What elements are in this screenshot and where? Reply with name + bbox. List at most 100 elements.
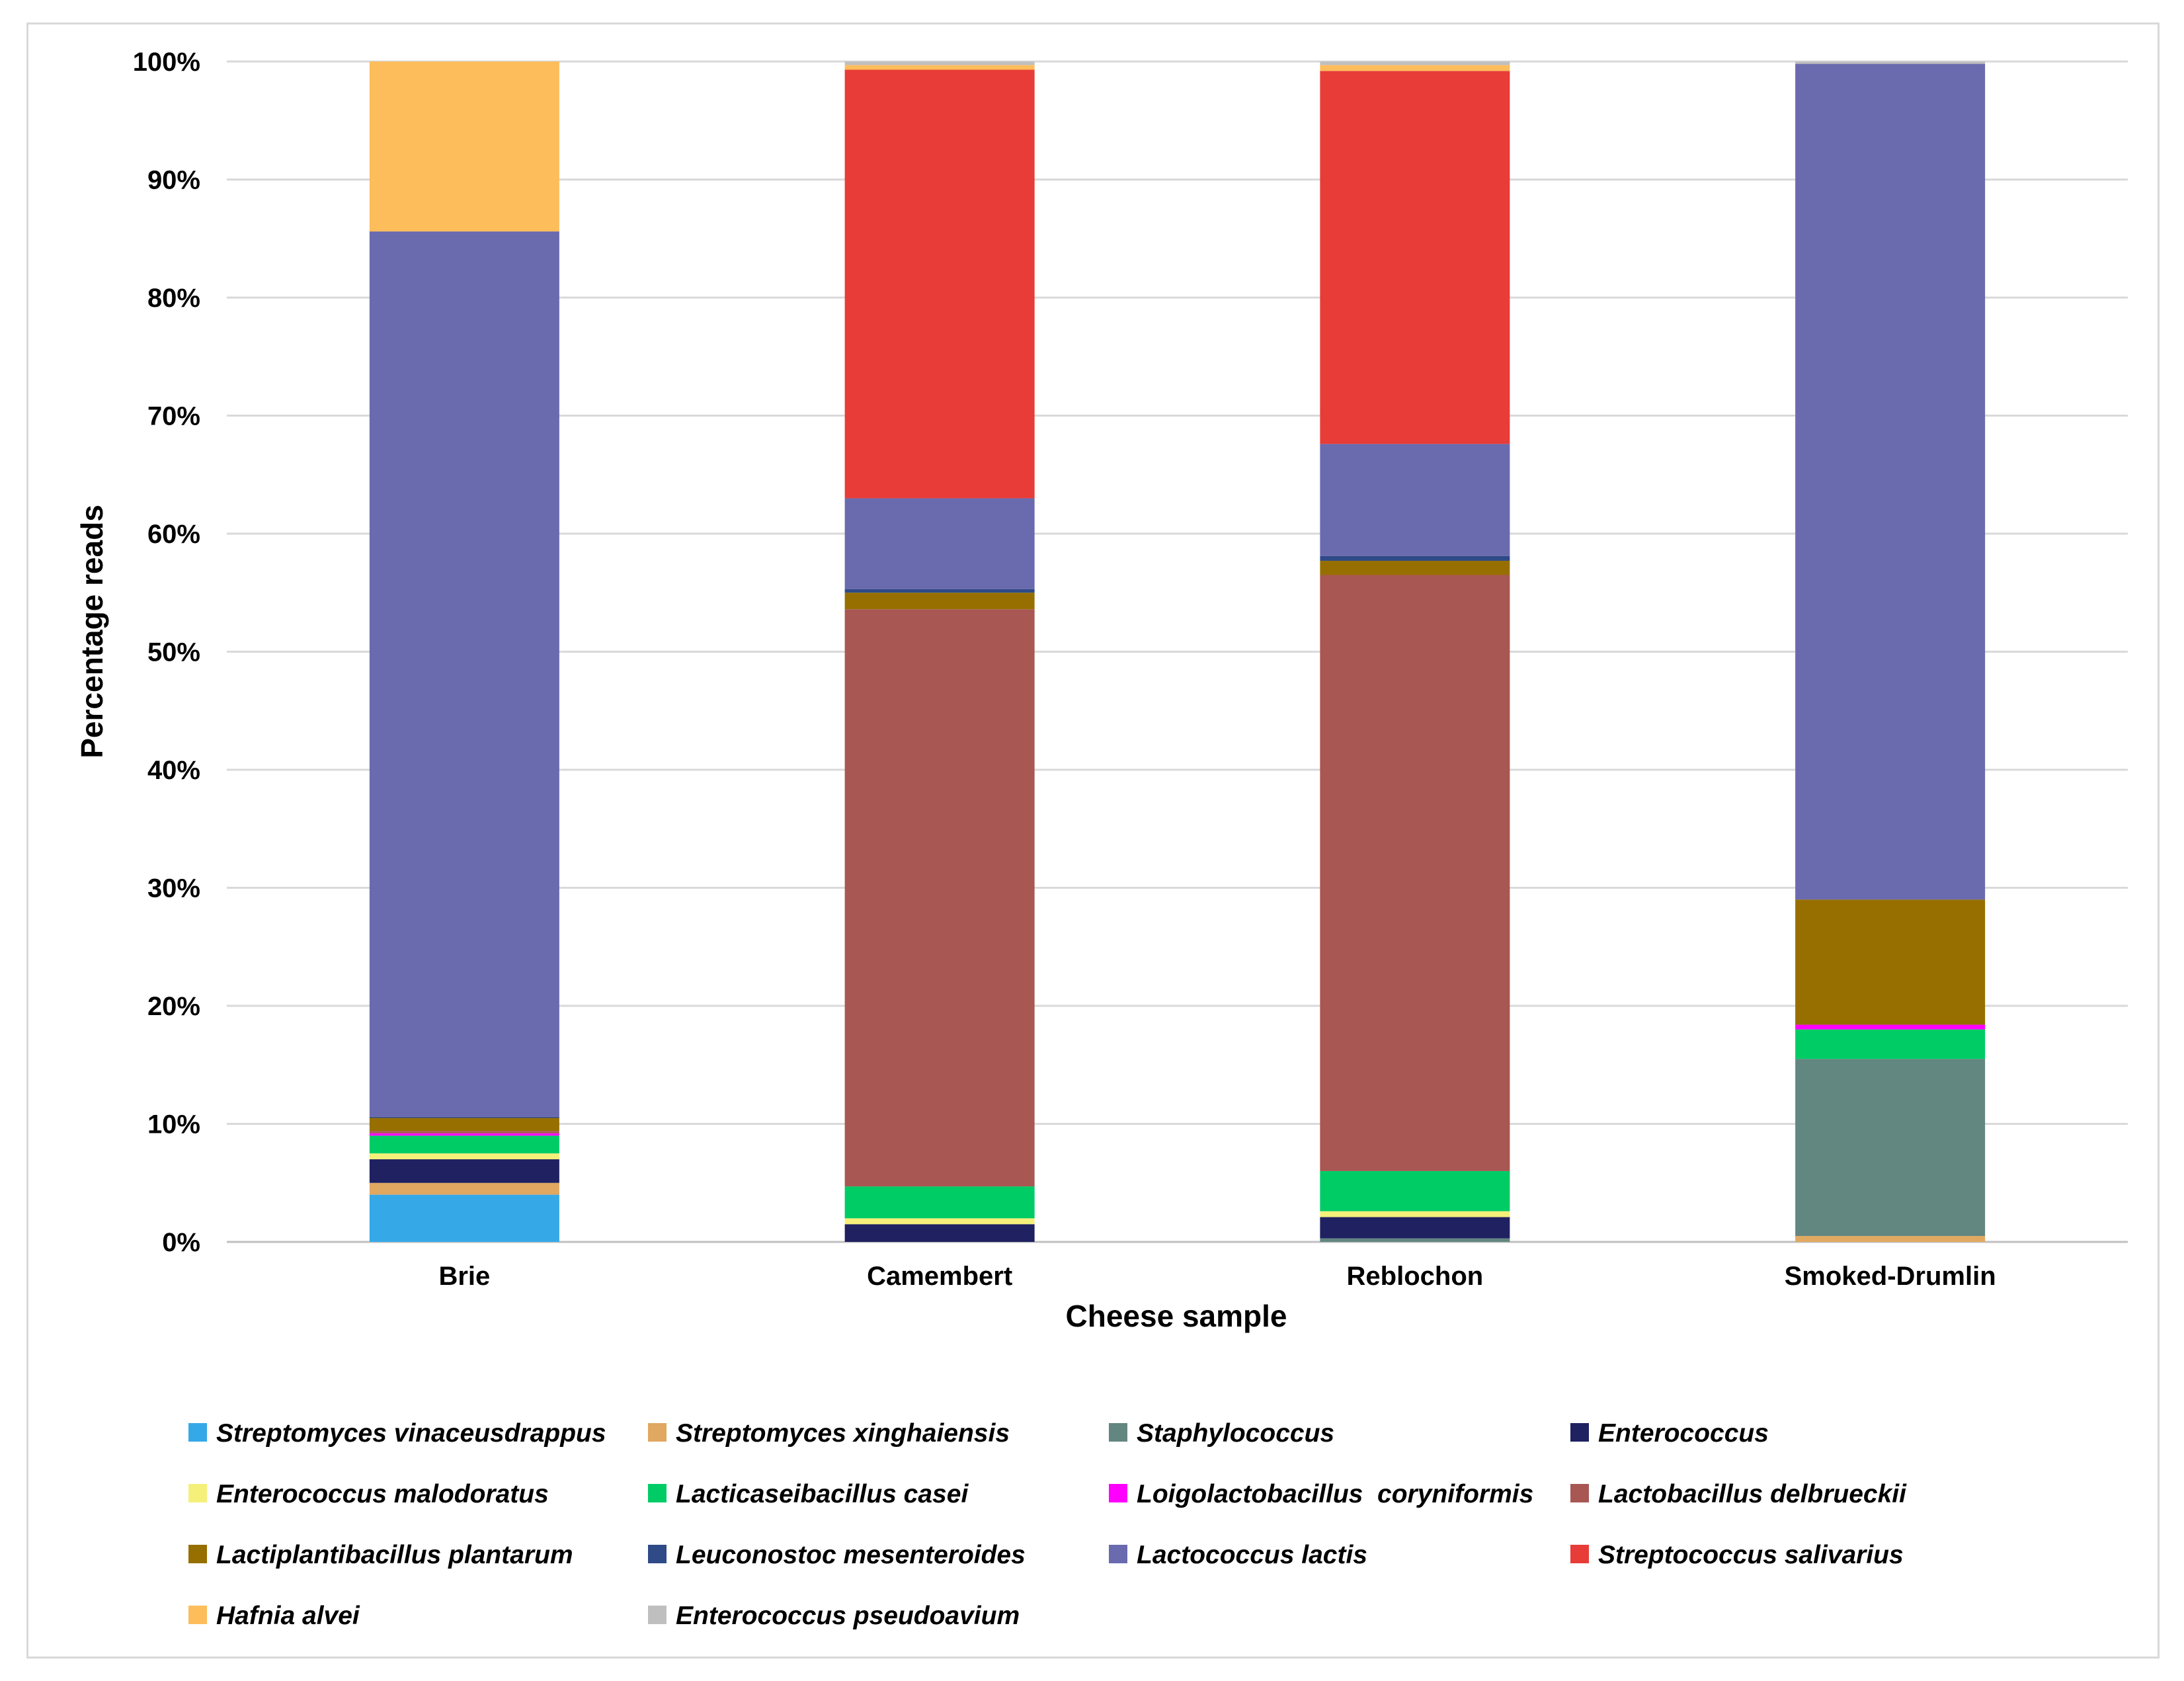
legend-item: Lactiplantibacillus plantarum bbox=[188, 1541, 573, 1569]
legend-item: Streptococcus salivarius bbox=[1570, 1541, 1904, 1569]
y-axis-title: Percentage reads bbox=[75, 505, 109, 758]
legend-item: Leuconostoc mesenteroides bbox=[648, 1541, 1026, 1569]
bar-segment bbox=[1795, 1059, 1986, 1237]
bar-segment bbox=[1320, 1217, 1510, 1239]
x-tick-label: Reblochon bbox=[1347, 1262, 1484, 1291]
bar-segment bbox=[844, 609, 1035, 1187]
bar-segment bbox=[1795, 899, 1986, 1025]
y-tick-label: 0% bbox=[162, 1228, 200, 1257]
bar-segment bbox=[369, 1118, 559, 1131]
y-tick-label: 10% bbox=[147, 1110, 200, 1139]
bar-segment bbox=[844, 1224, 1035, 1242]
bar-segment bbox=[369, 1133, 559, 1136]
y-tick-label: 30% bbox=[147, 874, 200, 903]
legend-item: Hafnia alvei bbox=[188, 1602, 360, 1630]
legend-label: Streptomyces vinaceusdrappus bbox=[216, 1419, 606, 1448]
legend-swatch bbox=[648, 1606, 667, 1624]
bar-segment bbox=[844, 69, 1035, 499]
bar-stack-camembert bbox=[844, 62, 1035, 1242]
bar-segment bbox=[369, 1116, 559, 1118]
legend-label: Enterococcus bbox=[1598, 1419, 1769, 1448]
legend-label: Lacticaseibacillus casei bbox=[676, 1480, 969, 1508]
legend-label: Enterococcus pseudoavium bbox=[676, 1602, 1020, 1630]
bar-segment bbox=[369, 1135, 559, 1154]
bar-segment bbox=[1795, 63, 1986, 900]
bar-segment bbox=[369, 1194, 559, 1242]
bar-segment bbox=[844, 498, 1035, 589]
bar-segment bbox=[1320, 71, 1510, 444]
bar-stack-reblochon bbox=[1320, 62, 1510, 1242]
bar-segment bbox=[369, 231, 559, 1117]
legend-swatch bbox=[648, 1545, 667, 1563]
legend-label: Streptococcus salivarius bbox=[1598, 1541, 1904, 1569]
legend-item: Lacticaseibacillus casei bbox=[648, 1480, 969, 1508]
bar-segment bbox=[1320, 65, 1510, 71]
y-tick-label: 80% bbox=[147, 284, 200, 313]
bar-segment bbox=[369, 1153, 559, 1160]
y-tick-label: 40% bbox=[147, 756, 200, 785]
legend-item: Enterococcus bbox=[1570, 1419, 1769, 1448]
bar-segment bbox=[1320, 555, 1510, 561]
chart-frame: 0% 10% 20% 30% 40% 50% 60% 70% 80% 90% 100% Brie Ca… bbox=[26, 22, 2160, 1659]
bar-segment bbox=[1320, 1238, 1510, 1242]
x-axis-title: Cheese sample bbox=[1066, 1299, 1287, 1333]
legend-label: Loigolactobacillus coryniformis bbox=[1137, 1480, 1533, 1508]
legend-swatch bbox=[1570, 1545, 1589, 1563]
bar-segment bbox=[369, 1131, 559, 1133]
bar-segment bbox=[1320, 62, 1510, 65]
legend-label: Streptomyces xinghaiensis bbox=[676, 1419, 1010, 1448]
legend-swatch bbox=[1109, 1484, 1127, 1502]
y-axis-ticks: 0% 10% 20% 30% 40% 50% 60% 70% 80% 90% 100% bbox=[133, 48, 200, 1257]
x-tick-label: Camembert bbox=[867, 1262, 1012, 1291]
bar-segment bbox=[844, 62, 1035, 65]
legend-label: Lactococcus lactis bbox=[1137, 1541, 1367, 1569]
bar-segment bbox=[1795, 62, 1986, 64]
x-tick-label: Smoked-Drumlin bbox=[1785, 1262, 1996, 1291]
y-tick-label: 90% bbox=[147, 166, 200, 195]
bar-segment bbox=[1795, 1029, 1986, 1059]
legend-swatch bbox=[1570, 1423, 1589, 1442]
x-tick-label: Brie bbox=[438, 1262, 490, 1291]
legend-swatch bbox=[1109, 1545, 1127, 1563]
bar-segment bbox=[369, 62, 559, 232]
bar-segment bbox=[1320, 1170, 1510, 1211]
y-tick-label: 60% bbox=[147, 520, 200, 549]
legend-item: Lactobacillus delbrueckii bbox=[1570, 1480, 1907, 1508]
bar-segment bbox=[844, 593, 1035, 610]
bars bbox=[369, 62, 1986, 1242]
y-tick-label: 50% bbox=[147, 638, 200, 667]
bar-segment bbox=[1795, 1024, 1986, 1030]
legend-label: Leuconostoc mesenteroides bbox=[676, 1541, 1026, 1569]
legend-item: Streptomyces xinghaiensis bbox=[648, 1419, 1010, 1448]
legend-label: Staphylococcus bbox=[1137, 1419, 1334, 1448]
legend-item: Staphylococcus bbox=[1109, 1419, 1334, 1448]
legend-label: Lactiplantibacillus plantarum bbox=[216, 1541, 573, 1569]
legend-label: Enterococcus malodoratus bbox=[216, 1480, 549, 1508]
bar-stack-smoked-drumlin bbox=[1795, 62, 1986, 1242]
legend-swatch bbox=[648, 1423, 667, 1442]
bar-segment bbox=[844, 1218, 1035, 1225]
chart-svg: 0% 10% 20% 30% 40% 50% 60% 70% 80% 90% 100% Brie Ca… bbox=[75, 48, 2128, 1630]
bar-segment bbox=[369, 1182, 559, 1195]
legend-swatch bbox=[188, 1484, 207, 1502]
y-tick-label: 20% bbox=[147, 992, 200, 1021]
legend-item: Lactococcus lactis bbox=[1109, 1541, 1367, 1569]
bar-segment bbox=[844, 65, 1035, 70]
legend-swatch bbox=[188, 1545, 207, 1563]
legend-swatch bbox=[1570, 1484, 1589, 1502]
bar-segment bbox=[1795, 1236, 1986, 1242]
legend-label: Hafnia alvei bbox=[216, 1602, 360, 1630]
y-tick-label: 70% bbox=[147, 402, 200, 431]
legend-swatch bbox=[188, 1423, 207, 1442]
legend-swatch bbox=[188, 1606, 207, 1624]
bar-segment bbox=[844, 589, 1035, 593]
bar-segment bbox=[1320, 561, 1510, 575]
legend-item: Loigolactobacillus coryniformis bbox=[1109, 1480, 1533, 1508]
x-axis-ticks: Brie Camembert Reblochon Smoked-Drumlin bbox=[438, 1262, 1996, 1291]
legend: Streptomyces vinaceusdrappus Streptomyces… bbox=[188, 1419, 1907, 1630]
bar-segment bbox=[369, 1159, 559, 1183]
y-tick-label: 100% bbox=[133, 48, 200, 77]
legend-swatch bbox=[648, 1484, 667, 1502]
legend-label: Lactobacillus delbrueckii bbox=[1598, 1480, 1907, 1508]
legend-swatch bbox=[1109, 1423, 1127, 1442]
